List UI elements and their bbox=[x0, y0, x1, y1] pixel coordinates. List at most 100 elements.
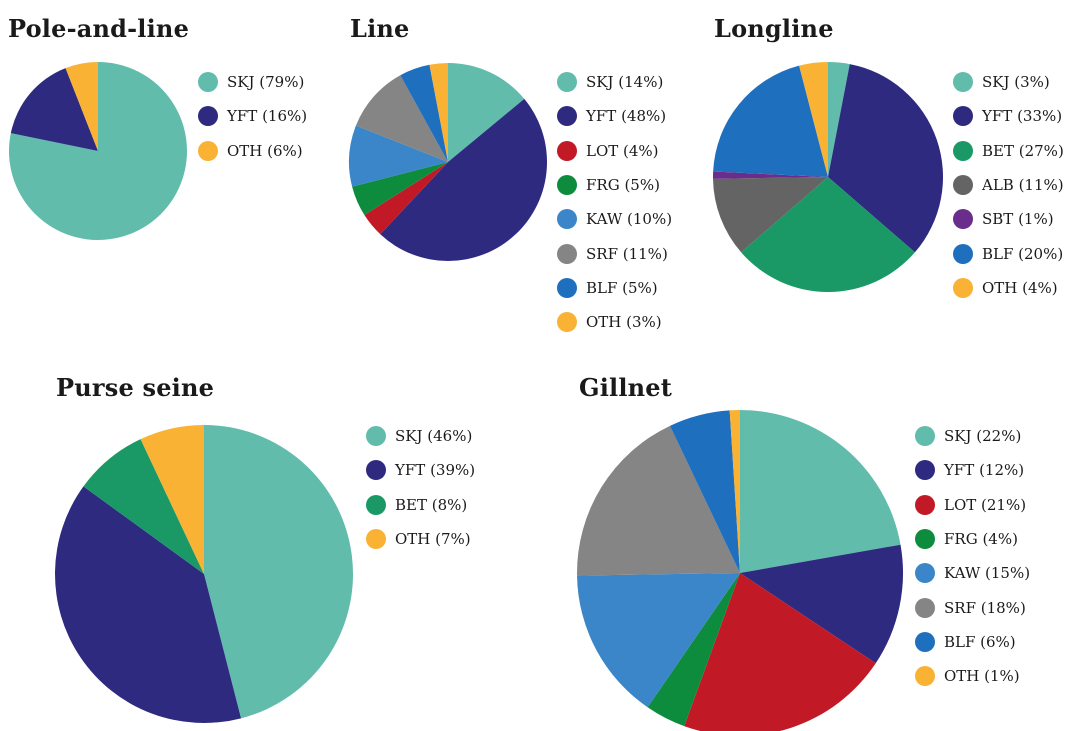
legend-label: SKJ (79%) bbox=[227, 73, 305, 91]
legend-swatch bbox=[198, 72, 218, 92]
legend-label: YFT (33%) bbox=[982, 107, 1063, 126]
pie-slice-kaw bbox=[577, 573, 740, 708]
legend-item-blf: BLF (20%) bbox=[953, 243, 1063, 265]
legend-label: SKJ (14%) bbox=[586, 73, 664, 91]
pie-slice-kaw bbox=[349, 125, 448, 187]
legend-swatch bbox=[915, 528, 935, 549]
legend-swatch bbox=[366, 426, 386, 446]
legend-swatch bbox=[915, 631, 935, 652]
legend-label: SKJ (22%) bbox=[944, 427, 1022, 445]
chart-title: Longline bbox=[714, 14, 834, 43]
legend-swatch bbox=[366, 460, 386, 481]
legend-item-srf: SRF (18%) bbox=[915, 597, 1026, 619]
legend-item-yft: YFT (12%) bbox=[915, 459, 1024, 481]
pie-slice-lot bbox=[684, 573, 876, 731]
legend-item-oth: OTH (7%) bbox=[366, 528, 471, 550]
legend-item-sbt: SBT (1%) bbox=[953, 208, 1054, 230]
legend-label: SKJ (46%) bbox=[395, 427, 473, 445]
legend-label: KAW (10%) bbox=[586, 210, 673, 229]
pie-slice-skj bbox=[448, 63, 525, 162]
chart-title: Purse seine bbox=[56, 373, 215, 402]
legend-swatch bbox=[557, 106, 577, 127]
legend-label: YFT (39%) bbox=[395, 461, 476, 480]
legend-item-yft: YFT (16%) bbox=[198, 105, 307, 127]
legend-item-alb: ALB (11%) bbox=[953, 174, 1064, 196]
legend-item-yft: YFT (33%) bbox=[953, 105, 1062, 127]
legend-swatch bbox=[953, 72, 973, 92]
legend-label: BLF (6%) bbox=[944, 632, 1016, 651]
legend-swatch bbox=[198, 106, 218, 127]
legend-label: YFT (16%) bbox=[227, 107, 308, 126]
pie-slice-srf bbox=[577, 425, 740, 576]
pie-slice-skj bbox=[828, 62, 850, 177]
pie-slice-yft bbox=[828, 64, 943, 253]
pie-slice-lot bbox=[364, 162, 448, 235]
legend-item-kaw: KAW (15%) bbox=[915, 562, 1030, 584]
legend-item-skj: SKJ (14%) bbox=[557, 71, 663, 93]
pie-slice-bet bbox=[741, 177, 915, 293]
legend-swatch bbox=[953, 243, 973, 264]
legend-label: OTH (6%) bbox=[227, 141, 303, 160]
legend-item-skj: SKJ (79%) bbox=[198, 71, 304, 93]
pie-slice-blf bbox=[400, 64, 448, 162]
legend-item-frg: FRG (4%) bbox=[915, 528, 1018, 550]
legend-label: YFT (12%) bbox=[944, 461, 1025, 480]
legend-swatch bbox=[915, 460, 935, 481]
legend-label: OTH (3%) bbox=[586, 313, 662, 332]
legend-swatch bbox=[557, 243, 577, 264]
legend-item-lot: LOT (21%) bbox=[915, 494, 1026, 516]
legend-item-frg: FRG (5%) bbox=[557, 174, 660, 196]
legend-item-oth: OTH (3%) bbox=[557, 311, 662, 333]
legend-swatch bbox=[366, 494, 386, 515]
legend-label: BLF (5%) bbox=[586, 278, 658, 297]
legend-label: SRF (11%) bbox=[586, 244, 668, 263]
pie-slice-oth bbox=[729, 410, 740, 573]
pie-slice-oth bbox=[429, 63, 448, 162]
legend-swatch bbox=[557, 277, 577, 298]
legend-swatch bbox=[915, 426, 935, 446]
legend-swatch bbox=[557, 140, 577, 161]
legend-swatch bbox=[915, 563, 935, 584]
pie-slice-sbt bbox=[713, 171, 828, 179]
pie-slice-frg bbox=[352, 162, 448, 216]
chart-title: Line bbox=[350, 14, 410, 43]
pie-slice-oth bbox=[799, 62, 828, 177]
legend-swatch bbox=[953, 209, 973, 230]
legend-swatch bbox=[953, 277, 973, 298]
pie-slice-skj bbox=[740, 410, 901, 573]
legend-label: FRG (5%) bbox=[586, 175, 660, 194]
legend-swatch bbox=[557, 174, 577, 195]
pie-slice-blf bbox=[713, 65, 828, 177]
legend-item-lot: LOT (4%) bbox=[557, 140, 659, 162]
legend-item-oth: OTH (4%) bbox=[953, 277, 1058, 299]
pie-slice-yft bbox=[740, 544, 903, 664]
pie-slice-bet bbox=[83, 439, 204, 574]
legend-swatch bbox=[953, 174, 973, 195]
legend-swatch bbox=[915, 666, 935, 687]
pie-slice-alb bbox=[713, 177, 828, 253]
chart-title: Gillnet bbox=[579, 373, 673, 402]
legend-swatch bbox=[953, 140, 973, 161]
legend-label: OTH (7%) bbox=[395, 529, 471, 548]
legend-item-oth: OTH (6%) bbox=[198, 140, 303, 162]
legend-item-skj: SKJ (3%) bbox=[953, 71, 1050, 93]
legend-label: OTH (4%) bbox=[982, 278, 1058, 297]
legend-swatch bbox=[953, 106, 973, 127]
chart-title: Pole-and-line bbox=[8, 14, 190, 43]
legend-swatch bbox=[557, 312, 577, 333]
legend-label: SRF (18%) bbox=[944, 598, 1026, 617]
legend-label: ALB (11%) bbox=[982, 175, 1064, 194]
legend-label: YFT (48%) bbox=[586, 107, 667, 126]
legend-label: LOT (21%) bbox=[944, 495, 1027, 514]
pie-slice-oth bbox=[140, 425, 204, 574]
legend-swatch bbox=[915, 597, 935, 618]
legend-label: OTH (1%) bbox=[944, 667, 1020, 686]
legend-label: BLF (20%) bbox=[982, 244, 1064, 263]
legend-item-kaw: KAW (10%) bbox=[557, 208, 672, 230]
legend-label: BET (8%) bbox=[395, 495, 468, 514]
